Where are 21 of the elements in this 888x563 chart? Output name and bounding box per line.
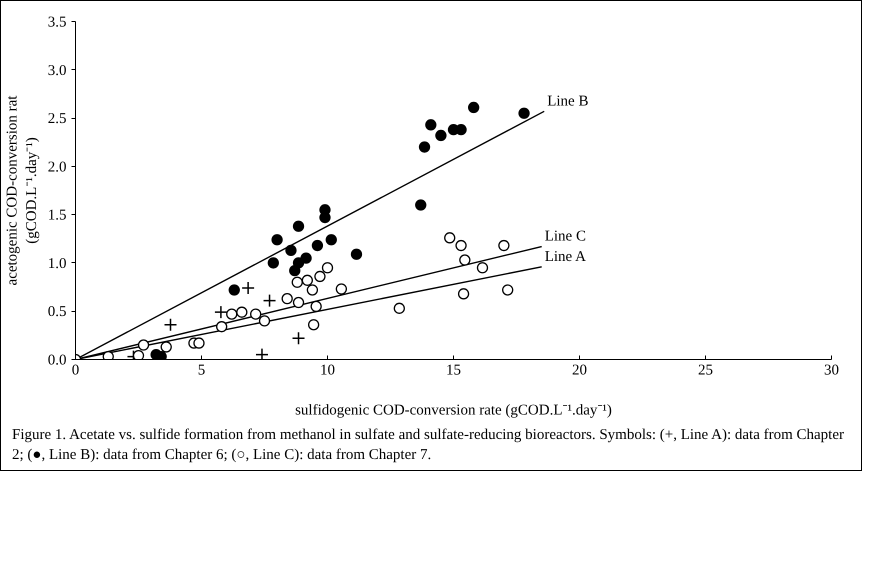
x-tick-label: 30	[824, 362, 839, 378]
x-tick-label: 0	[72, 362, 80, 378]
caption: Figure 1. Acetate vs. sulfide formation from methanol in sulfate and sulfate-reducing bioreactors. Symbols: (+, Line A): data from Chapter 2; (●, Line B): data from Chapter 6; (○, Line C): data from Chapter 7.	[12, 426, 845, 464]
series-label: Line C	[544, 228, 586, 245]
y-tick-label: 3.5	[48, 14, 66, 30]
y-tick-label: 3.0	[48, 62, 66, 79]
x-tick-label: 15	[446, 362, 461, 378]
x-tick-label: 20	[572, 362, 587, 378]
y-tick-label: 0.5	[48, 304, 66, 320]
y-tick-label: 2.5	[48, 111, 66, 128]
x-axis-title: sulfidogenic COD-conversion rate (gCOD.L⁻¹.day⁻¹)	[295, 402, 612, 418]
series-label: Line A	[544, 248, 586, 265]
x-tick-label: 10	[320, 362, 335, 378]
x-tick-label: 5	[198, 362, 206, 378]
y-tick-label: 1.5	[48, 208, 66, 224]
y-tick-label: 2.0	[48, 159, 66, 176]
y-tick-label: 0.0	[48, 352, 66, 368]
series-label: Line B	[547, 93, 588, 110]
x-tick-label: 25	[698, 362, 713, 378]
y-axis-title: acetogenic COD-conversion rat (gCOD.L⁻¹.day⁻¹)	[4, 94, 40, 286]
y-tick-label: 1.0	[48, 256, 66, 272]
